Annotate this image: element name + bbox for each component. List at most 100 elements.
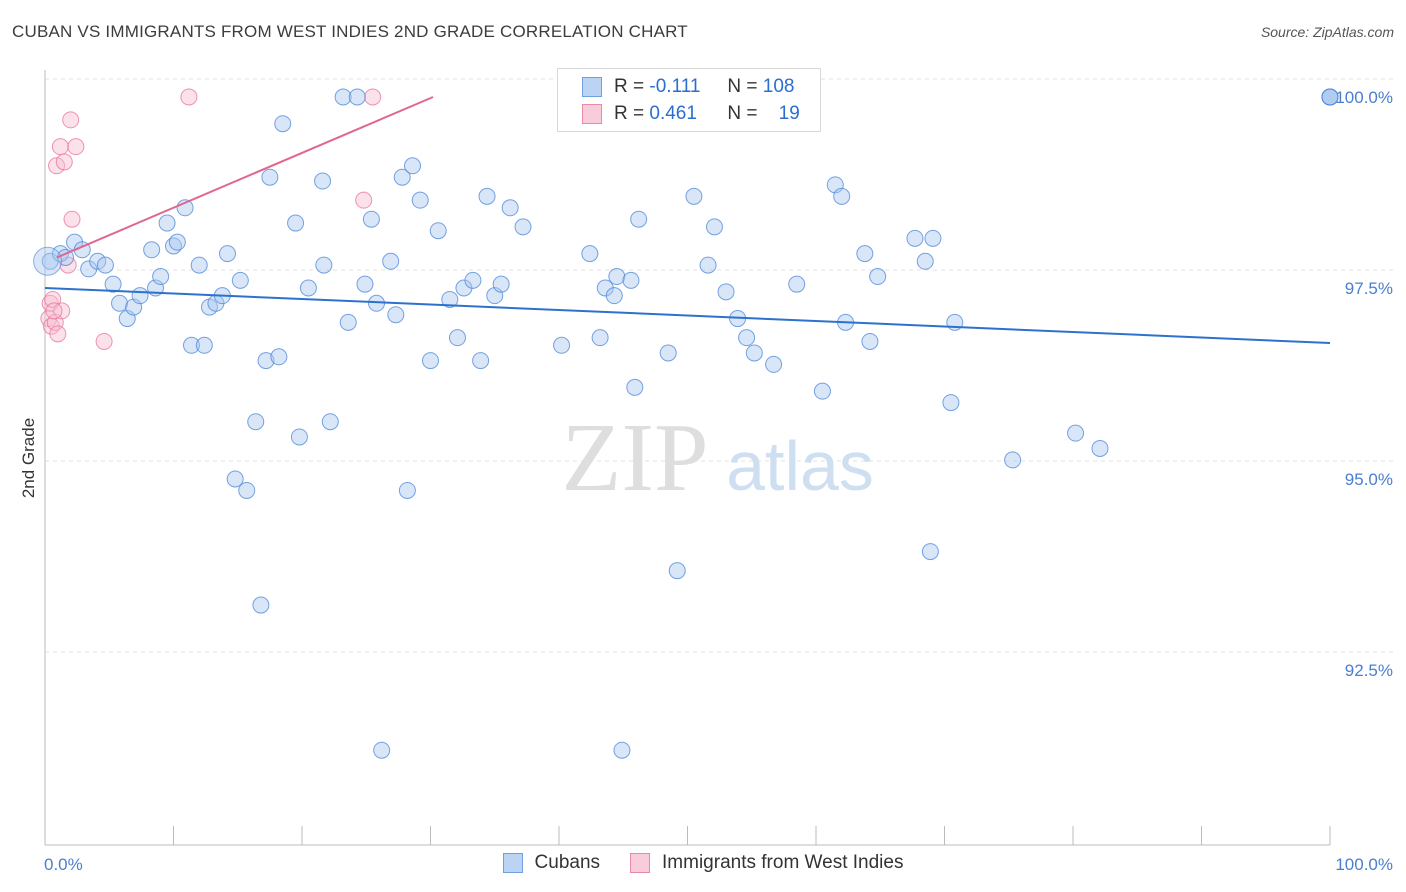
data-point-cubans (605, 287, 623, 305)
data-point-cubans (382, 252, 400, 270)
data-point-cubans (788, 275, 806, 293)
data-point-west-indies (180, 88, 198, 106)
y-tick-label: 100.0% (1335, 88, 1393, 107)
data-point-cubans (668, 562, 686, 580)
data-point-cubans (869, 268, 887, 286)
data-point-cubans (96, 256, 114, 274)
legend-item-cubans[interactable]: Cubans (502, 852, 601, 874)
correlation-legend: R = -0.111 N = 108 R = 0.461 N = 19 (557, 68, 821, 132)
watermark-zip: ZIP (562, 404, 709, 512)
data-point-cubans (182, 336, 200, 354)
data-point-cubans (314, 172, 332, 190)
data-point-cubans (89, 252, 107, 270)
data-point-west-indies (63, 210, 81, 228)
data-point-west-indies (49, 325, 67, 343)
legend-swatch-cubans (582, 77, 602, 97)
legend-swatch-west-indies (630, 853, 651, 873)
data-point-cubans (299, 279, 317, 297)
legend-n-value: 108 (762, 76, 795, 97)
data-point-cubans (287, 214, 305, 232)
data-point-cubans (765, 355, 783, 373)
data-point-cubans (472, 352, 490, 370)
data-point-cubans (514, 218, 532, 236)
data-point-cubans (630, 210, 648, 228)
legend-n-label: N = (727, 103, 758, 124)
data-point-cubans (591, 329, 609, 347)
chart-title: CUBAN VS IMMIGRANTS FROM WEST INDIES 2ND… (12, 22, 688, 41)
data-point-cubans (270, 348, 288, 366)
data-point-cubans (195, 336, 213, 354)
data-point-west-indies (45, 302, 63, 320)
data-point-cubans (274, 115, 292, 133)
data-point-cubans (321, 413, 339, 431)
data-point-cubans (422, 352, 439, 370)
data-point-cubans (738, 329, 756, 347)
legend-r-label: R = (614, 103, 645, 124)
data-point-cubans (699, 256, 717, 274)
data-point-cubans (152, 268, 170, 286)
data-point-cubans (348, 88, 366, 106)
source-label: Source: ZipAtlas.com (1260, 24, 1394, 40)
data-point-west-indies (355, 191, 373, 209)
data-point-cubans (861, 332, 879, 350)
data-point-cubans (745, 344, 763, 362)
data-point-cubans (717, 283, 735, 301)
data-point-cubans (373, 741, 391, 759)
data-point-cubans (429, 222, 447, 240)
data-point-cubans (226, 470, 244, 488)
watermark-atlas: atlas (726, 427, 874, 505)
legend-r-value: 0.461 (649, 103, 697, 124)
data-point-cubans (257, 352, 275, 370)
data-point-cubans (339, 313, 357, 331)
data-point-cubans (393, 168, 411, 186)
data-point-cubans (1091, 439, 1109, 457)
data-point-cubans (131, 287, 149, 305)
legend-row-west-indies: R = 0.461 N = 19 (582, 102, 800, 126)
series-legend: Cubans Immigrants from West Indies (0, 852, 1406, 874)
data-point-cubans (398, 481, 416, 499)
x-tick-label: 0.0% (44, 855, 83, 874)
data-point-cubans (1004, 451, 1022, 469)
data-point-cubans (813, 382, 831, 400)
data-point-west-indies (364, 88, 382, 106)
data-point-cubans (387, 306, 405, 324)
data-point-cubans (111, 294, 129, 312)
data-point-cubans (252, 596, 270, 614)
data-point-cubans (924, 229, 942, 247)
data-point-cubans (659, 344, 677, 362)
data-point-cubans (356, 275, 374, 293)
data-point-cubans (231, 271, 249, 289)
data-point-cubans (1321, 88, 1339, 106)
data-point-west-indies (48, 157, 66, 175)
legend-row-cubans: R = -0.111 N = 108 (582, 75, 794, 99)
legend-label-cubans: Cubans (534, 852, 601, 873)
data-point-cubans (916, 252, 934, 270)
data-point-cubans (168, 233, 186, 251)
legend-r-label: R = (614, 76, 645, 97)
data-point-cubans (190, 256, 208, 274)
data-point-cubans (921, 543, 939, 561)
data-point-cubans (33, 246, 63, 276)
data-point-cubans (906, 229, 924, 247)
data-point-cubans (622, 271, 640, 289)
data-point-cubans (315, 256, 333, 274)
data-point-cubans (261, 168, 279, 186)
x-tick-label: 100.0% (1335, 855, 1393, 874)
data-point-west-indies (95, 332, 113, 350)
data-point-cubans (581, 245, 599, 263)
data-point-cubans (247, 413, 265, 431)
data-point-cubans (626, 378, 644, 396)
legend-swatch-west-indies (582, 104, 602, 124)
data-point-cubans (464, 271, 482, 289)
legend-r-value: -0.111 (649, 76, 701, 97)
data-point-cubans (833, 187, 851, 205)
legend-label-west-indies: Immigrants from West Indies (662, 852, 904, 873)
data-point-cubans (501, 199, 519, 217)
legend-item-west-indies[interactable]: Immigrants from West Indies (630, 852, 903, 874)
data-point-cubans (1067, 424, 1085, 442)
y-tick-label: 95.0% (1345, 470, 1393, 489)
data-point-west-indies (62, 111, 80, 129)
data-point-cubans (362, 210, 380, 228)
data-point-cubans (608, 268, 626, 286)
